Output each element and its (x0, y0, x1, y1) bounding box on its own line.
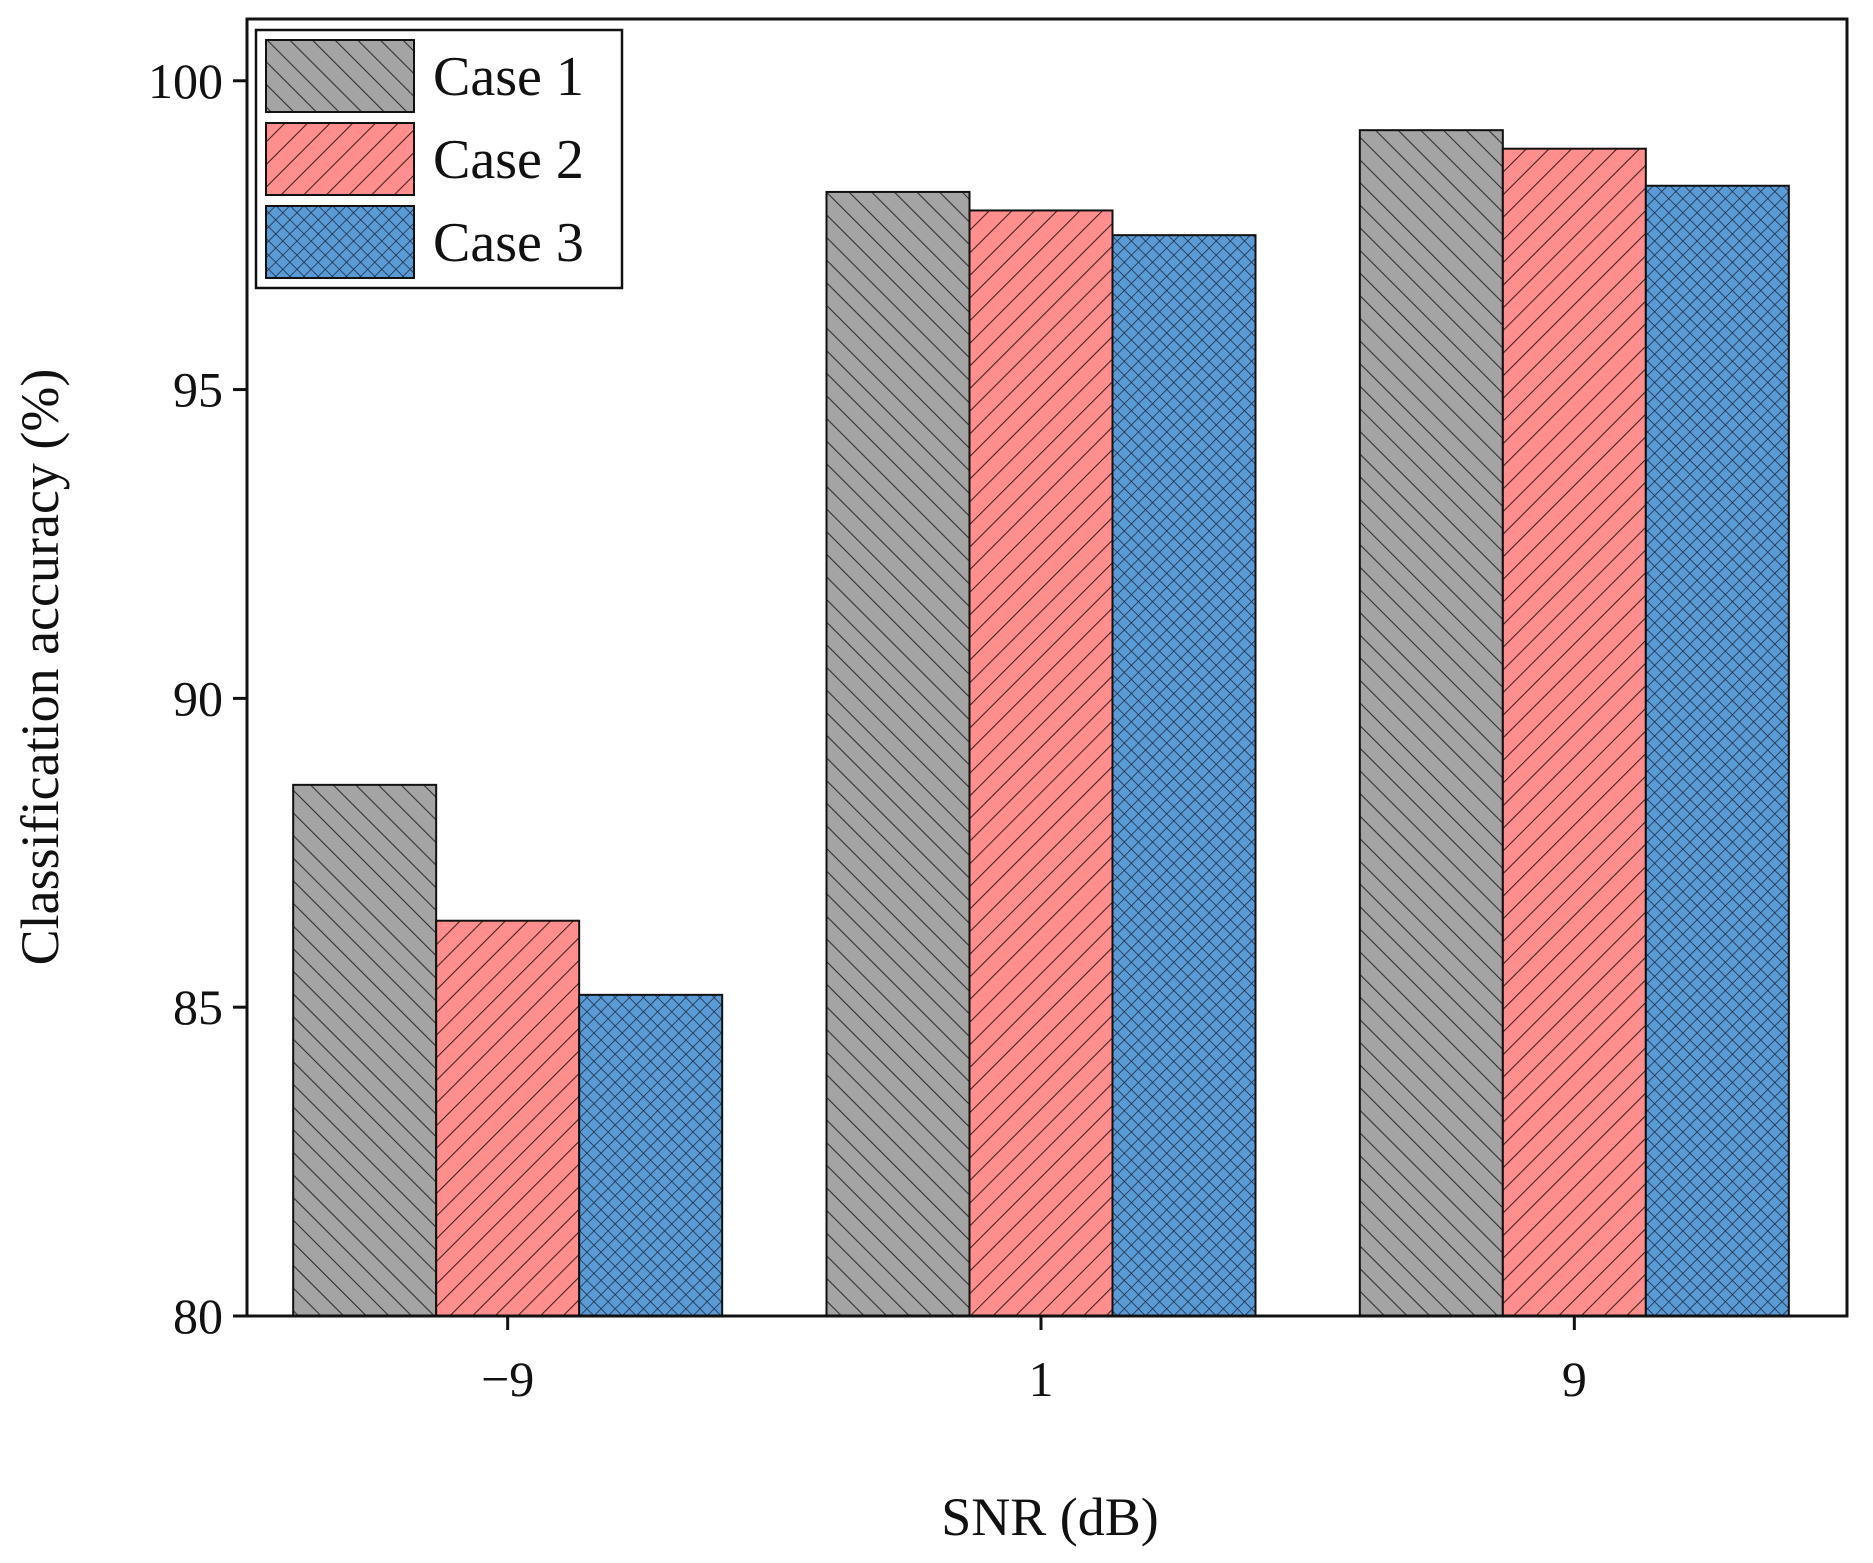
legend-swatch-case-3 (265, 205, 415, 279)
x-tick-label-3: 9 (1562, 1351, 1587, 1407)
y-tick-label-80: 80 (173, 1288, 223, 1344)
y-tick-label-90: 90 (173, 670, 223, 726)
bar-case-2-snr-3 (1501, 147, 1647, 1318)
legend-label-case-1: Case 1 (433, 46, 584, 108)
plot-frame (245, 17, 1849, 1318)
legend-label-case-2: Case 2 (433, 129, 584, 191)
bar-case-3-snr-1 (578, 993, 724, 1317)
bar-case-3-snr-2 (1111, 234, 1257, 1318)
y-tick-label-100: 100 (148, 53, 223, 109)
legend-label-case-3: Case 3 (433, 212, 584, 274)
y-axis: 80 85 90 95 100 (148, 53, 247, 1344)
bar-case-2-snr-2 (968, 209, 1114, 1317)
y-tick-label-85: 85 (173, 979, 223, 1035)
legend: Case 1 Case 2 Case 3 (254, 28, 624, 290)
bar-case-3-snr-3 (1644, 184, 1790, 1317)
y-axis-label: Classification accuracy (%) (10, 369, 70, 966)
bar-case-1-snr-1 (292, 783, 438, 1317)
bar-case-1-snr-3 (1358, 129, 1504, 1318)
bars-layer (292, 129, 1790, 1318)
x-axis-label: SNR (dB) (941, 1487, 1159, 1547)
bar-case-2-snr-1 (435, 919, 581, 1317)
bar-case-1-snr-2 (825, 190, 971, 1317)
x-axis: −9 1 9 (481, 1316, 1587, 1407)
legend-swatch-case-2 (265, 122, 415, 196)
y-tick-label-95: 95 (173, 362, 223, 418)
legend-swatch-case-1 (265, 39, 415, 113)
x-tick-label-2: 1 (1029, 1351, 1054, 1407)
x-tick-label-1: −9 (481, 1351, 534, 1407)
